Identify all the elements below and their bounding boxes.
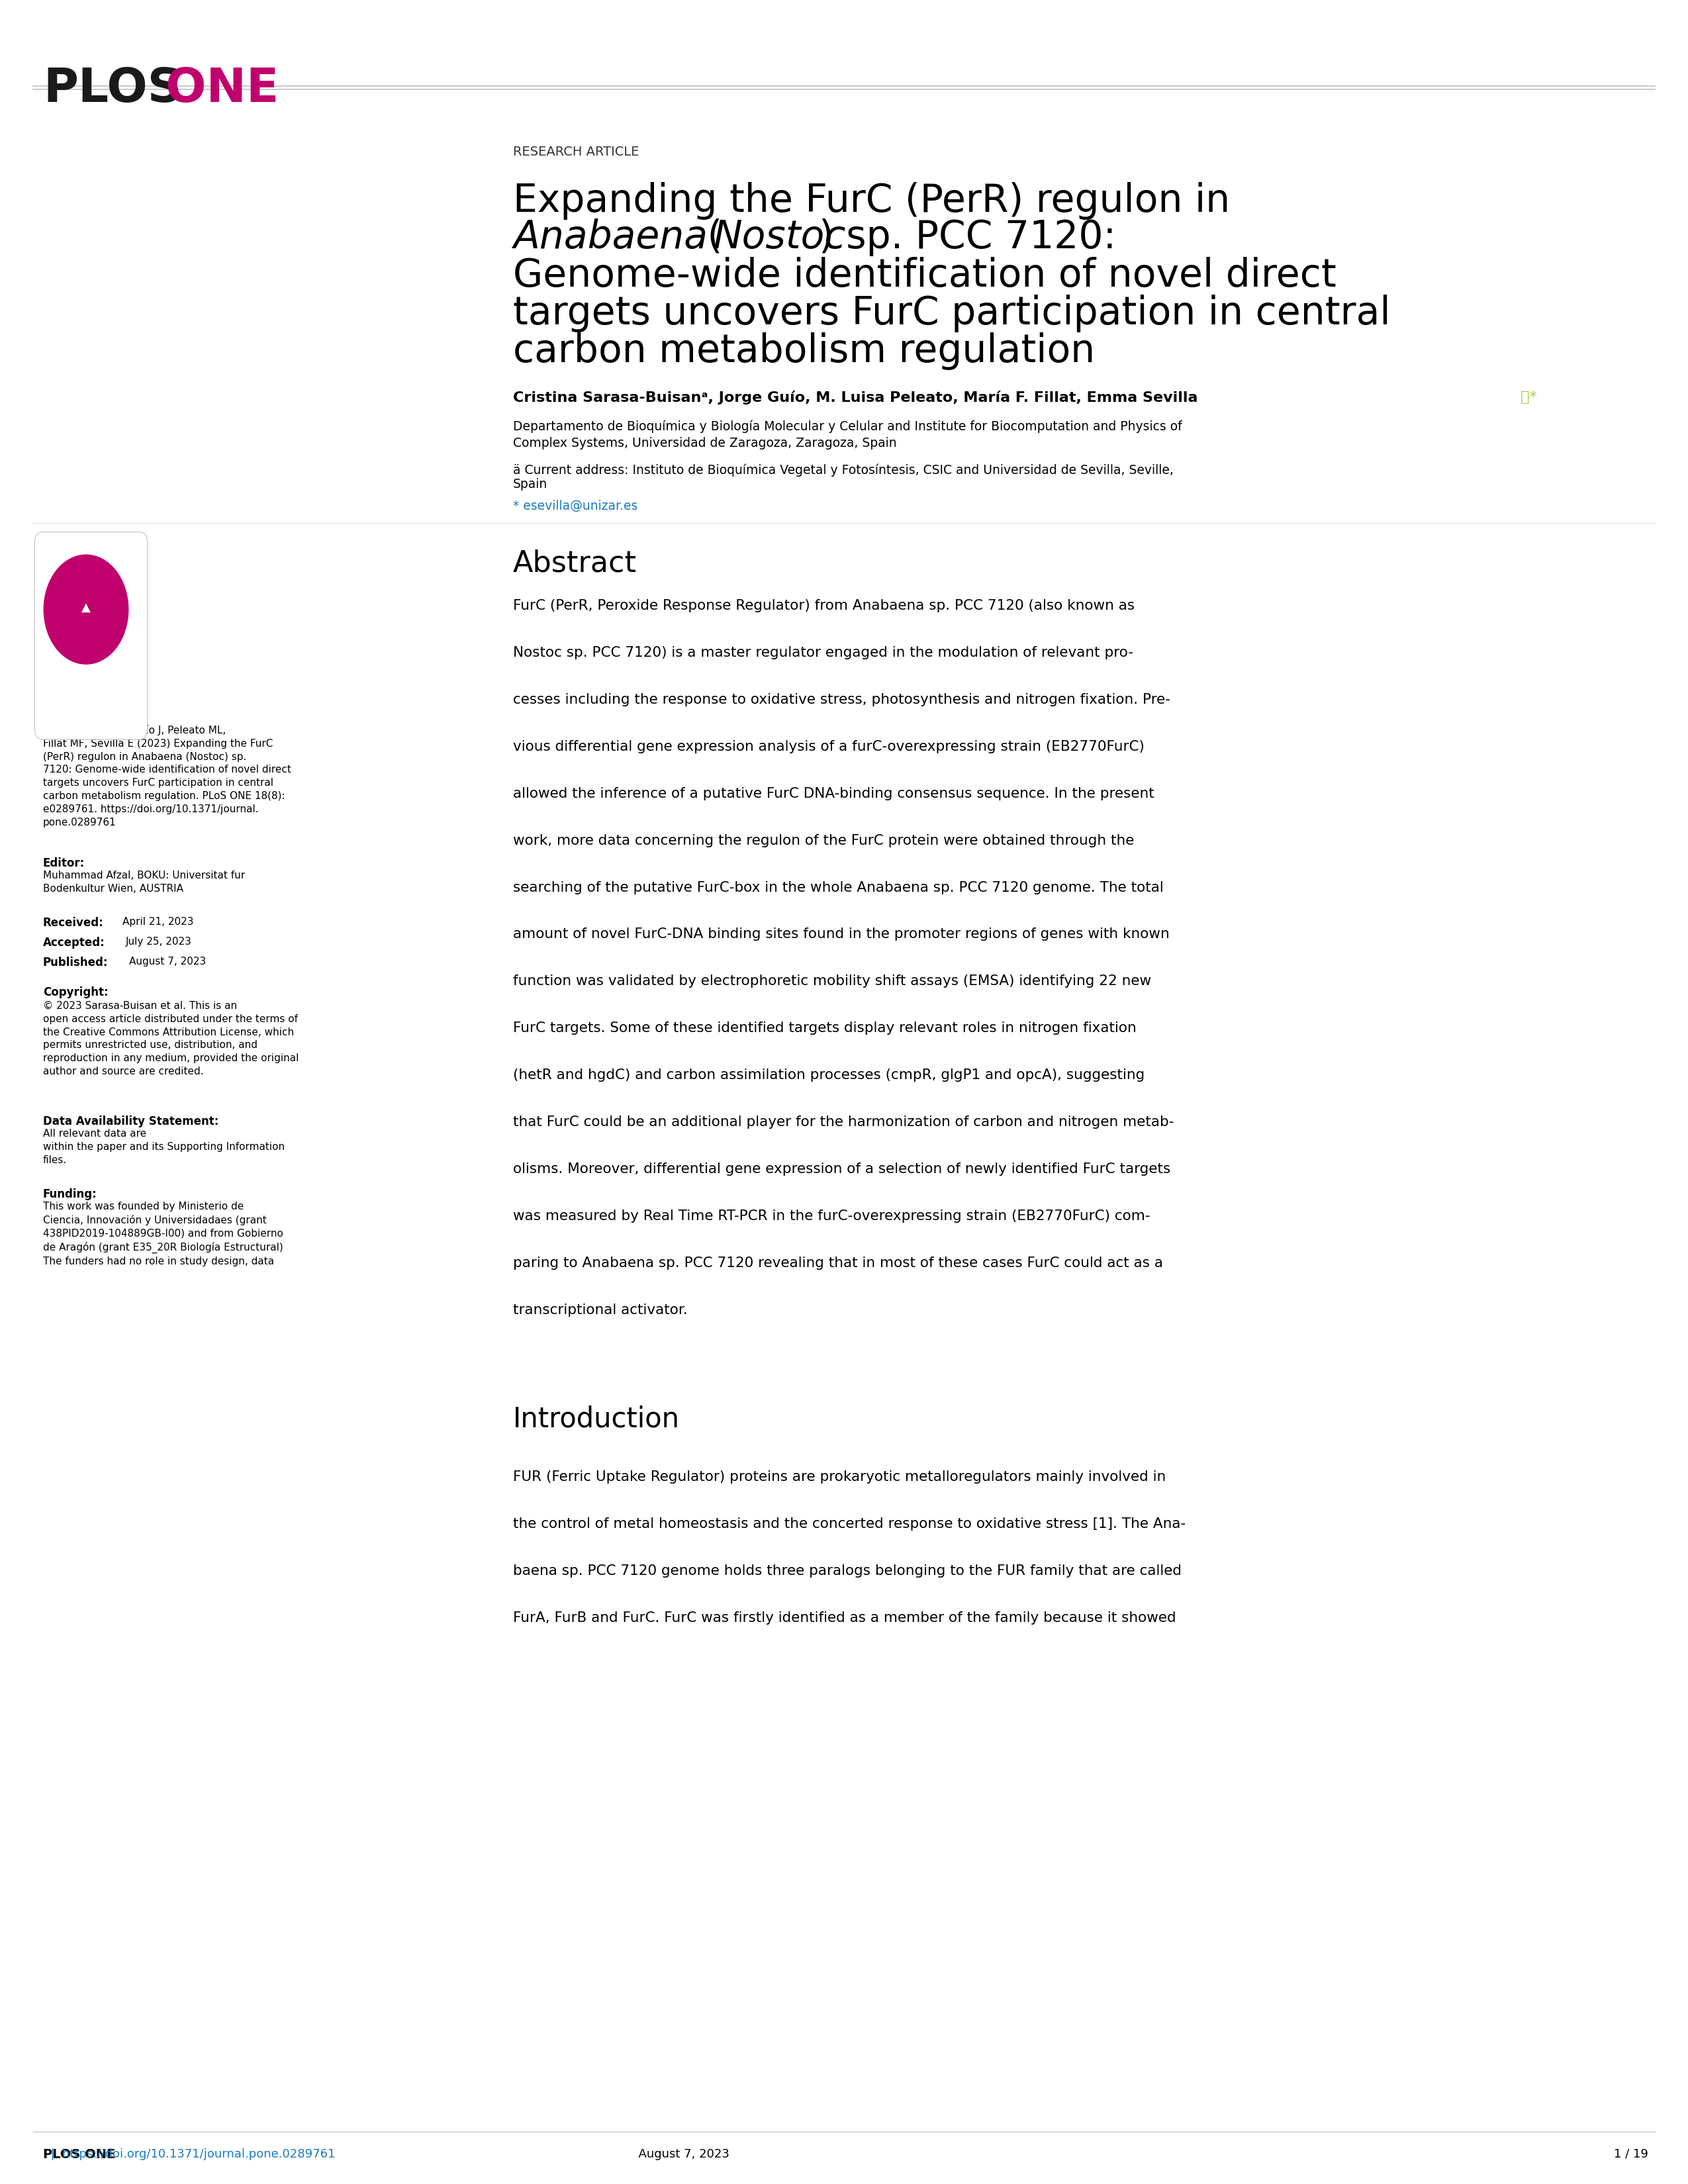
Text: paring to ​Anabaena​ sp. PCC 7120 revealing that in most of these cases FurC cou: paring to ​Anabaena​ sp. PCC 7120 reveal… (513, 1256, 1163, 1269)
Text: Spain: Spain (513, 478, 547, 491)
Text: FurC (PerR, Peroxide Response Regulator) from ​Anabaena​ sp. PCC 7120 (also know: FurC (PerR, Peroxide Response Regulator)… (513, 598, 1134, 612)
Text: function was validated by electrophoretic mobility shift assays (EMSA) identifyi: function was validated by electrophoreti… (513, 974, 1151, 987)
Text: PLOS ONE: PLOS ONE (42, 2149, 115, 2160)
Text: transcriptional activator.: transcriptional activator. (513, 1304, 687, 1317)
Text: * esevilla@unizar.es: * esevilla@unizar.es (513, 500, 638, 513)
Text: Editor:: Editor: (42, 858, 84, 869)
Text: searching of the putative FurC-box in the whole ​Anabaena​ sp. PCC 7120 genome. : searching of the putative FurC-box in th… (513, 880, 1163, 893)
Text: PLOS: PLOS (42, 66, 182, 111)
Text: (: ( (695, 218, 722, 256)
Text: targets uncovers FurC participation in central: targets uncovers FurC participation in c… (513, 295, 1391, 332)
Text: Complex Systems, Universidad de Zaragoza, Zaragoza, Spain: Complex Systems, Universidad de Zaragoza… (513, 437, 896, 450)
Text: Accepted:: Accepted: (42, 937, 105, 948)
Text: Published:: Published: (42, 957, 108, 968)
Text: Nostoc​ sp. PCC 7120) is a master regulator engaged in the modulation of relevan: Nostoc​ sp. PCC 7120) is a master regula… (513, 646, 1133, 660)
Text: Abstract: Abstract (513, 550, 636, 579)
Text: that FurC could be an additional player for the harmonization of carbon and nitr: that FurC could be an additional player … (513, 1116, 1173, 1129)
FancyBboxPatch shape (34, 533, 147, 740)
Text: August 7, 2023: August 7, 2023 (128, 957, 206, 968)
Text: Anabaena: Anabaena (513, 218, 707, 256)
Text: cesses including the response to oxidative stress, photosynthesis and nitrogen f: cesses including the response to oxidati… (513, 692, 1170, 705)
Text: allowed the inference of a putative FurC DNA-binding consensus sequence. In the : allowed the inference of a putative FurC… (513, 786, 1155, 799)
Text: FUR (Ferric Uptake Regulator) proteins are prokaryotic metalloregulators mainly : FUR (Ferric Uptake Regulator) proteins a… (513, 1470, 1166, 1483)
Text: was measured by Real Time RT-PCR in the ​furC​-overexpressing strain (EB2770FurC: was measured by Real Time RT-PCR in the … (513, 1210, 1150, 1223)
Text: baena​ sp. PCC 7120 genome holds three paralogs belonging to the FUR family that: baena​ sp. PCC 7120 genome holds three p… (513, 1564, 1182, 1577)
Text: FurC targets. Some of these identified targets display relevant roles in nitroge: FurC targets. Some of these identified t… (513, 1022, 1136, 1035)
Text: Funding:: Funding: (42, 1188, 98, 1201)
Text: Copyright:: Copyright: (42, 987, 108, 998)
Text: Sarasa-Buisan C, Guío J, Peleato ML,
Fillat MF, Sevilla E (2023) Expanding the F: Sarasa-Buisan C, Guío J, Peleato ML, Fil… (42, 725, 290, 828)
Text: August 7, 2023: August 7, 2023 (616, 2149, 729, 2160)
Text: ) sp. PCC 7120:: ) sp. PCC 7120: (819, 218, 1116, 256)
Text: amount of novel FurC-DNA binding sites found in the promoter regions of genes wi: amount of novel FurC-DNA binding sites f… (513, 928, 1170, 941)
Text: ONE: ONE (149, 66, 279, 111)
Text: olisms. Moreover, differential gene expression of a selection of newly identifie: olisms. Moreover, differential gene expr… (513, 1162, 1170, 1175)
Text: Muhammad Afzal, BOKU: Universitat fur
Bodenkultur Wien, AUSTRIA: Muhammad Afzal, BOKU: Universitat fur Bo… (42, 871, 245, 893)
Text: Departamento de Bioquímica y Biología Molecular y Celular and Institute for Bioc: Departamento de Bioquímica y Biología Mo… (513, 419, 1182, 432)
Text: © 2023 Sarasa-Buisan et al. This is an
open access article distributed under the: © 2023 Sarasa-Buisan et al. This is an o… (42, 1000, 299, 1077)
Text: Data Availability Statement:: Data Availability Statement: (42, 1116, 219, 1127)
Text: Genome-wide identification of novel direct: Genome-wide identification of novel dire… (513, 258, 1337, 295)
Text: carbon metabolism regulation: carbon metabolism regulation (513, 332, 1096, 369)
Text: |  https://doi.org/10.1371/journal.pone.0289761: | https://doi.org/10.1371/journal.pone.0… (42, 2149, 336, 2160)
Text: ▲: ▲ (81, 601, 91, 614)
Text: July 25, 2023: July 25, 2023 (127, 937, 192, 946)
Text: vious differential gene expression analysis of a ​furC​-overexpressing strain (E: vious differential gene expression analy… (513, 740, 1144, 753)
Text: the control of metal homeostasis and the concerted response to oxidative stress : the control of metal homeostasis and the… (513, 1518, 1185, 1531)
Text: Nostoc: Nostoc (712, 218, 846, 256)
Text: Cristina Sarasa-Buisanᵃ, Jorge Guío, M. Luisa Peleato, María F. Fillat, Emma Sev: Cristina Sarasa-Buisanᵃ, Jorge Guío, M. … (513, 391, 1198, 404)
Circle shape (44, 555, 128, 664)
Text: Introduction: Introduction (513, 1404, 680, 1433)
Text: ä Current address: Instituto de Bioquímica Vegetal y Fotosíntesis, CSIC and Univ: ä Current address: Instituto de Bioquími… (513, 463, 1173, 476)
Text: All relevant data are
within the paper and its Supporting Information
files.: All relevant data are within the paper a… (42, 1129, 285, 1164)
Text: FurA, FurB and FurC. FurC was firstly identified as a member of the family becau: FurA, FurB and FurC. FurC was firstly id… (513, 1612, 1177, 1625)
Text: 1 / 19: 1 / 19 (1614, 2149, 1647, 2160)
Text: Received:: Received: (42, 917, 103, 928)
Text: (​hetR​ and ​hgdC​) and carbon assimilation processes (​cmpR​, ​glgP1​ and ​opcA: (​hetR​ and ​hgdC​) and carbon assimilat… (513, 1068, 1144, 1081)
Text: Ⓘ*: Ⓘ* (1516, 391, 1536, 404)
Text: 🔒 OPEN ACCESS: 🔒 OPEN ACCESS (42, 681, 147, 695)
Text: Check for
updates: Check for updates (64, 681, 108, 703)
Text: Expanding the FurC (PerR) regulon in: Expanding the FurC (PerR) regulon in (513, 181, 1231, 221)
Text: April 21, 2023: April 21, 2023 (123, 917, 194, 926)
Text: Citation:: Citation: (42, 712, 96, 723)
Text: work, more data concerning the regulon of the FurC protein were obtained through: work, more data concerning the regulon o… (513, 834, 1134, 847)
Text: This work was founded by Ministerio de
Ciencia, Innovación y Universidadaes (gra: This work was founded by Ministerio de C… (42, 1201, 284, 1267)
Text: RESEARCH ARTICLE: RESEARCH ARTICLE (513, 146, 640, 157)
